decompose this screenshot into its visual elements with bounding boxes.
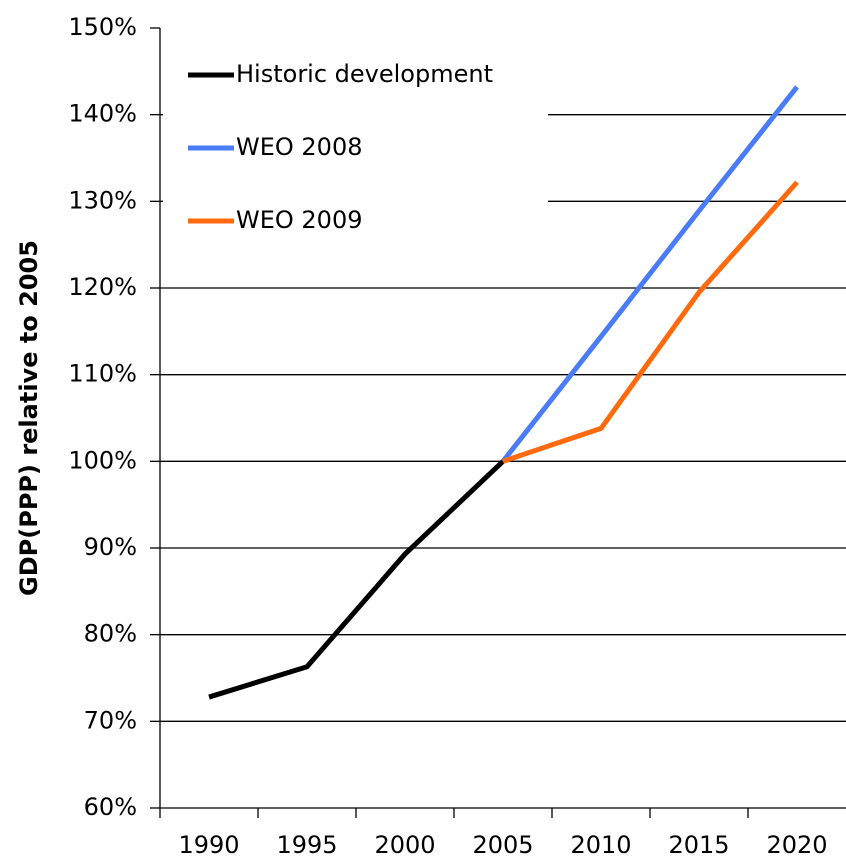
y-tick-label: 110% — [68, 360, 137, 388]
x-tick-label: 2015 — [668, 831, 729, 859]
y-tick-label: 70% — [84, 706, 137, 734]
x-tick-label: 2010 — [570, 831, 631, 859]
x-tick-label: 1995 — [276, 831, 337, 859]
x-tick-label: 2000 — [374, 831, 435, 859]
y-tick-label: 120% — [68, 273, 137, 301]
series-line — [208, 459, 505, 700]
y-tick-label: 150% — [68, 13, 137, 41]
legend: Historic development WEO 2008 WEO 2009 — [163, 45, 548, 245]
x-tick-label: 2005 — [472, 831, 533, 859]
legend-label: Historic development — [236, 60, 493, 88]
series-line — [502, 180, 799, 464]
y-tick-label: 60% — [84, 793, 137, 821]
series-line — [501, 85, 799, 463]
y-axis-label: GDP(PPP) relative to 2005 — [15, 240, 43, 596]
y-tick-label: 100% — [68, 446, 137, 474]
legend-label: WEO 2008 — [236, 133, 363, 161]
y-tick-label: 80% — [84, 620, 137, 648]
x-tick-label: 1990 — [178, 831, 239, 859]
y-tick-label: 90% — [84, 533, 137, 561]
legend-label: WEO 2009 — [236, 206, 363, 234]
y-tick-label: 130% — [68, 186, 137, 214]
x-tick-label: 2020 — [766, 831, 827, 859]
y-tick-label: 140% — [68, 100, 137, 128]
legend-box — [163, 45, 548, 245]
